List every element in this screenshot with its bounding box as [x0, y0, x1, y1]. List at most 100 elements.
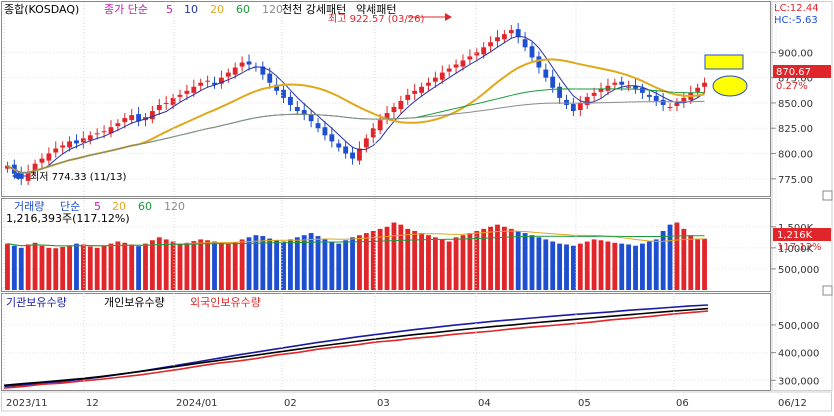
candle-body: [308, 114, 314, 122]
candle-body: [343, 146, 349, 154]
volume-bar: [598, 240, 604, 290]
volume-bar: [25, 244, 31, 290]
candle-body: [605, 85, 611, 91]
volume-bar: [60, 246, 66, 290]
price-tick-label: 875.00: [778, 74, 813, 85]
volume-ma-period-label: 120: [164, 200, 185, 213]
volume-bar: [557, 243, 563, 290]
date-tick-label: 06/12: [778, 398, 807, 409]
volume-bar: [660, 230, 666, 290]
foreign-legend: 외국인보유수량: [190, 296, 261, 309]
inst-legend: 기관보유수량: [6, 296, 67, 309]
volume-bar: [495, 224, 500, 290]
candle-body: [660, 99, 666, 105]
candle-body: [136, 114, 142, 122]
volume-bar: [136, 246, 142, 290]
date-tick-label: 2023/11: [6, 398, 48, 409]
date-axis: [1, 391, 832, 412]
ma-periods: 5 10 20 60 120: [166, 3, 283, 16]
volume-current: 1,216,393주(117.12%): [6, 212, 130, 225]
volume-bar: [501, 226, 507, 290]
volume-bar: [626, 244, 632, 290]
volume-bar: [405, 228, 411, 290]
volume-bar: [170, 241, 176, 290]
candle-body: [612, 82, 618, 85]
volume-bar: [11, 245, 17, 290]
candle-body: [163, 102, 169, 104]
candle-body: [446, 68, 452, 72]
signal-ellipse: [712, 75, 748, 97]
volume-bar: [391, 222, 397, 290]
volume-bar: [584, 241, 590, 290]
volume-bar: [681, 228, 687, 290]
volume-bar: [108, 243, 114, 290]
candle-body: [101, 131, 107, 133]
candle-body: [439, 72, 445, 80]
price-tick-label: 900.00: [778, 48, 813, 59]
candle-body: [336, 143, 342, 148]
candle-body: [405, 94, 411, 100]
candle-body: [39, 158, 45, 163]
volume-bar: [488, 226, 494, 290]
flow-tick-label: 500,000: [778, 321, 819, 332]
candle-body: [274, 84, 280, 91]
candle-body: [577, 102, 583, 111]
candle-body: [536, 56, 542, 68]
low-arrow-icon: [12, 172, 19, 180]
candle-body: [218, 77, 224, 84]
candle-body: [108, 127, 114, 134]
high-annotation: 최고 922.57 (03/26): [328, 13, 424, 25]
candle-body: [384, 113, 390, 120]
candle-body: [232, 67, 238, 75]
volume-bar: [67, 245, 72, 290]
candle-body: [74, 140, 79, 144]
volume-bar: [80, 244, 86, 290]
candle-body: [432, 77, 438, 82]
candle-body: [543, 69, 549, 78]
volume-bar: [370, 230, 376, 290]
volume-ma-period-label: 5: [94, 200, 101, 213]
volume-bar: [101, 245, 107, 290]
candle-body: [674, 102, 680, 106]
ma-label: 종가 단순: [104, 3, 148, 16]
volume-bar: [315, 236, 321, 290]
volume-bar: [453, 237, 459, 290]
candle-body: [288, 96, 293, 105]
volume-bar: [570, 245, 576, 290]
volume-pct-tag: 117.12%: [777, 242, 822, 253]
ma-period-label: 10: [184, 3, 198, 16]
volume-bar: [446, 241, 452, 290]
volume-bar: [653, 239, 659, 290]
volume-ma-line: [7, 235, 705, 247]
collapse-icon[interactable]: [822, 285, 833, 296]
flow-series-line: [3, 310, 709, 389]
candle-body: [370, 128, 376, 138]
candle-body: [391, 107, 397, 113]
candle-body: [156, 104, 162, 111]
candle-body: [591, 92, 597, 96]
candle-body: [122, 118, 128, 123]
volume-bar: [39, 245, 45, 290]
volume-bar: [267, 238, 273, 290]
flow-tick-label: 300,000: [778, 376, 819, 387]
candle-body: [695, 87, 701, 92]
pattern-label-2: 약세패턴: [356, 2, 396, 16]
axis-labels: 900.00875.00850.00825.00800.00775.001,50…: [3, 2, 819, 409]
candle-body: [198, 82, 204, 86]
volume-bar: [474, 230, 480, 290]
volume-bar: [336, 243, 342, 290]
collapse-icon[interactable]: [822, 190, 833, 201]
volume-tag: [773, 228, 831, 241]
volume-bar: [377, 228, 383, 290]
candle-body: [702, 82, 707, 87]
volume-tick-label: 500,000: [778, 265, 819, 276]
volume-bar: [619, 243, 625, 290]
candle-body: [460, 60, 466, 67]
ma-period-label: 5: [166, 3, 173, 16]
candle-body: [46, 153, 52, 161]
volume-bar: [384, 226, 390, 290]
moving-average-line: [7, 100, 705, 174]
volume-bar: [439, 239, 445, 290]
volume-bar: [357, 235, 362, 290]
